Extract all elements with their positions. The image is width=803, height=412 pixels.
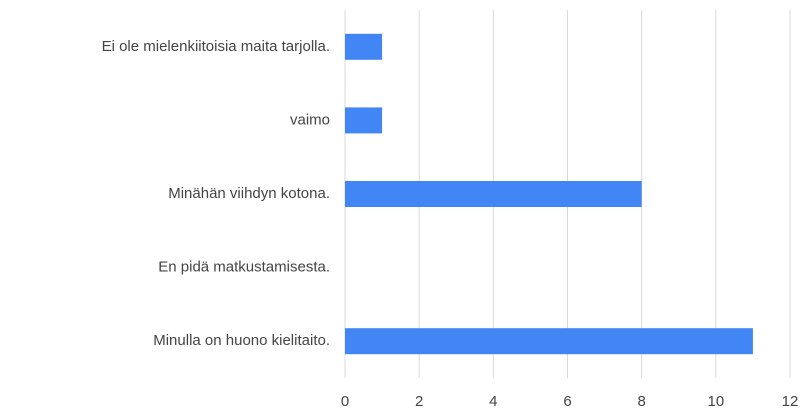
x-tick-label: 8: [637, 393, 645, 410]
y-tick-label: Ei ole mielenkiitoisia maita tarjolla.: [102, 38, 330, 55]
x-tick-label: 2: [415, 393, 423, 410]
y-tick-label: Minähän viihdyn kotona.: [168, 185, 330, 202]
x-tick-label: 4: [489, 393, 497, 410]
bar: [345, 33, 383, 60]
bar: [345, 328, 753, 355]
bar: [345, 181, 642, 207]
bar: [345, 107, 383, 134]
x-tick-label: 0: [341, 393, 349, 410]
x-tick-label: 12: [782, 393, 799, 410]
y-tick-label: vaimo: [290, 111, 330, 128]
x-tick-label: 6: [563, 393, 571, 410]
y-tick-label: Minulla on huono kielitaito.: [153, 332, 330, 349]
x-tick-label: 10: [707, 393, 724, 410]
y-tick-label: En pidä matkustamisesta.: [158, 259, 330, 276]
